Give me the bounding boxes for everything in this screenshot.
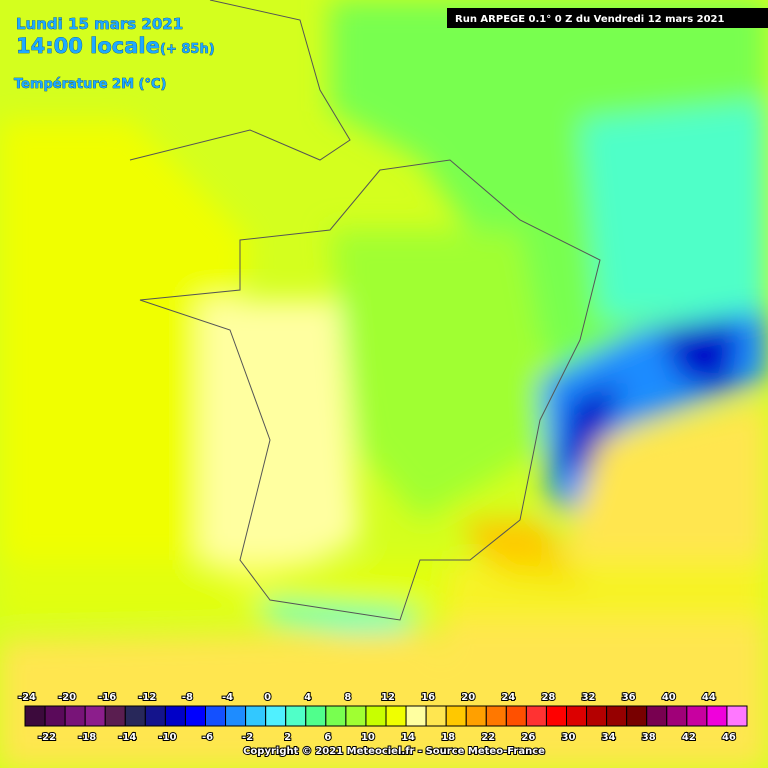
legend-swatch — [666, 705, 688, 727]
legend-swatch — [485, 705, 507, 727]
legend-swatch — [124, 705, 146, 727]
legend-tick-label: 34 — [602, 732, 616, 743]
legend-tick-label: -22 — [38, 732, 56, 743]
legend-tick-label: -14 — [118, 732, 136, 743]
lead-time: (+ 85h) — [160, 42, 215, 57]
variable: Température 2M (°C) — [14, 77, 166, 92]
copyright: Copyright © 2021 Meteociel.fr - Source M… — [243, 746, 545, 757]
legend-tick-label: 4 — [304, 692, 311, 703]
legend-swatch — [385, 705, 407, 727]
legend-tick-label: 6 — [324, 732, 331, 743]
legend-tick-label: 42 — [682, 732, 696, 743]
legend-tick-label: -16 — [98, 692, 116, 703]
legend-swatch — [545, 705, 568, 727]
legend-swatch — [405, 705, 427, 727]
legend-tick-label: 30 — [562, 732, 576, 743]
legend-tick-label: 36 — [622, 692, 636, 703]
legend-swatch — [325, 705, 347, 727]
legend-tick-label: 16 — [421, 692, 435, 703]
legend-tick-label: -8 — [182, 692, 193, 703]
legend-swatch — [686, 705, 708, 727]
time: 14:00 locale — [16, 34, 160, 58]
legend-swatch — [646, 705, 668, 727]
legend-tick-label: 10 — [361, 732, 375, 743]
legend-tick-label: -4 — [222, 692, 233, 703]
legend-tick-label: -18 — [78, 732, 96, 743]
legend-tick-label: 2 — [284, 732, 291, 743]
legend-tick-label: 46 — [722, 732, 736, 743]
legend-swatch — [365, 705, 387, 727]
legend-swatch — [345, 705, 367, 727]
legend-tick-label: -2 — [242, 732, 253, 743]
legend-swatch — [24, 705, 46, 727]
legend-tick-label: -10 — [158, 732, 176, 743]
legend-tick-label: 32 — [582, 692, 596, 703]
legend-swatch — [84, 705, 106, 727]
legend-tick-label: -20 — [58, 692, 76, 703]
legend-swatch — [606, 705, 628, 727]
legend-tick-label: 8 — [344, 692, 351, 703]
legend-swatch — [445, 705, 467, 727]
legend-tick-label: 14 — [401, 732, 415, 743]
borders — [129, 0, 601, 621]
legend-tick-label: 12 — [381, 692, 395, 703]
legend-swatch — [626, 705, 648, 727]
legend-tick-label: 40 — [662, 692, 676, 703]
legend-swatch — [465, 705, 487, 727]
legend-tick-label: 18 — [441, 732, 455, 743]
legend-swatch — [64, 705, 86, 727]
legend-swatch — [505, 705, 527, 727]
legend-swatch — [144, 705, 166, 727]
legend-swatch — [225, 705, 247, 727]
legend-swatch — [425, 705, 447, 727]
legend-swatch — [44, 705, 66, 727]
run-info: Run ARPEGE 0.1° 0 Z du Vendredi 12 mars … — [455, 14, 725, 25]
legend-swatch — [104, 705, 126, 727]
legend-swatch — [245, 705, 267, 727]
legend-tick-label: 20 — [461, 692, 475, 703]
legend: -24-22-20-18-16-14-12-10-8-6-4-202468101… — [17, 691, 748, 744]
legend-tick-label: -12 — [138, 692, 156, 703]
legend-swatch — [164, 705, 186, 727]
legend-swatch — [265, 705, 287, 727]
legend-swatch — [525, 705, 547, 727]
legend-tick-label: 44 — [702, 692, 716, 703]
legend-swatch — [305, 705, 327, 727]
legend-tick-label: 22 — [481, 732, 495, 743]
legend-swatch — [566, 705, 588, 727]
legend-swatch — [586, 705, 608, 727]
legend-swatch — [184, 705, 206, 727]
legend-swatch — [205, 705, 227, 727]
legend-tick-label: 38 — [642, 732, 656, 743]
legend-swatch — [706, 705, 728, 727]
legend-swatch — [285, 705, 307, 727]
legend-tick-label: -6 — [202, 732, 213, 743]
date: Lundi 15 mars 2021 — [16, 15, 183, 33]
legend-tick-label: -24 — [18, 692, 36, 703]
legend-tick-label: 26 — [521, 732, 535, 743]
legend-tick-label: 0 — [264, 692, 271, 703]
legend-tick-label: 24 — [501, 692, 515, 703]
legend-swatch — [726, 705, 748, 727]
run-box — [447, 8, 768, 28]
legend-tick-label: 28 — [541, 692, 555, 703]
